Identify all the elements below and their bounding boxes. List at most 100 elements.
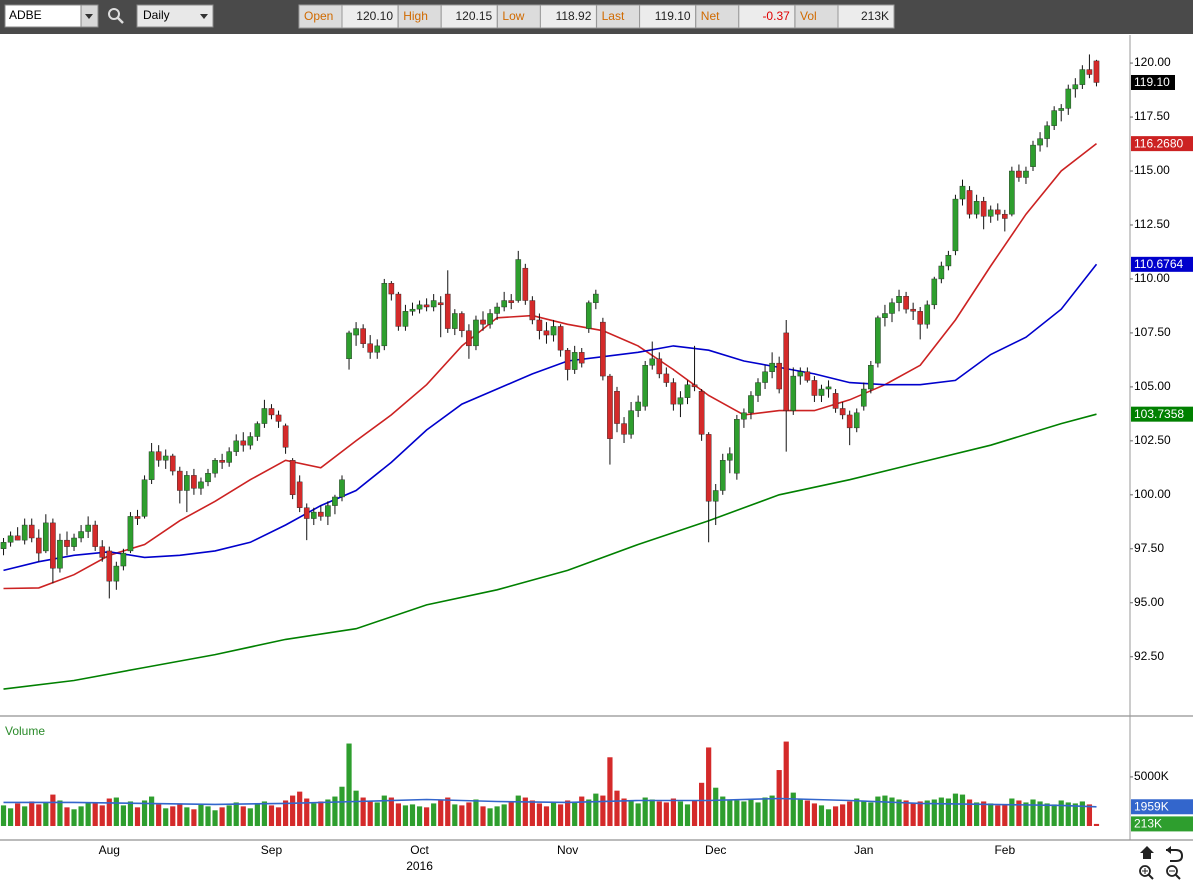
- candle-body: [205, 473, 211, 483]
- volume-bar: [832, 806, 839, 826]
- end-label-box: [1131, 816, 1193, 832]
- candle-body: [416, 304, 423, 310]
- candle-body: [621, 423, 627, 435]
- candle-body: [783, 332, 790, 411]
- x-tick-label: Aug: [99, 843, 120, 857]
- volume-bar: [261, 801, 268, 826]
- candle-body: [825, 386, 832, 390]
- candle-body: [191, 475, 197, 489]
- volume-label: Volume: [5, 724, 45, 738]
- quote-strip: Open 120.10 High 120.15 Low 118.92 Last 119.10 N…: [298, 4, 895, 29]
- candle-body: [910, 308, 916, 312]
- candle-body: [423, 304, 430, 308]
- candle-body: [134, 516, 141, 519]
- volume-bar: [459, 805, 465, 826]
- candle-body: [106, 550, 113, 582]
- y-tick-label: 115.00: [1134, 163, 1170, 177]
- candle-body: [1072, 84, 1079, 90]
- y-tick-label: 95.00: [1134, 595, 1164, 609]
- volume-bar: [1093, 823, 1100, 826]
- volume-bar: [318, 801, 324, 826]
- volume-bar: [247, 808, 253, 826]
- candle-body: [882, 313, 888, 318]
- dropdown-arrow: [200, 14, 208, 19]
- volume-bar: [346, 743, 352, 826]
- volume-bar: [818, 805, 825, 826]
- candle-body: [452, 313, 458, 329]
- moving-average-line: [3, 413, 1097, 690]
- volume-bar: [663, 802, 669, 826]
- volume-bar: [15, 803, 21, 826]
- candle-body: [811, 380, 818, 396]
- quote-value: 120.15: [455, 9, 492, 23]
- candle-body: [868, 365, 874, 390]
- undo-button[interactable]: [1166, 846, 1184, 862]
- volume-bar: [797, 799, 803, 826]
- volume-bar: [219, 807, 225, 826]
- zoom-in-button[interactable]: [1139, 865, 1154, 880]
- period-select[interactable]: [136, 4, 214, 28]
- search-icon[interactable]: [108, 8, 124, 24]
- volume-bar: [71, 809, 77, 826]
- candle-body: [353, 328, 359, 336]
- volume-bar: [395, 803, 401, 826]
- candle-body: [43, 522, 49, 552]
- candle-body: [395, 293, 402, 327]
- volume-bar: [212, 810, 218, 826]
- candle-body: [113, 565, 120, 582]
- candle-body: [656, 358, 663, 375]
- volume-bar: [917, 801, 923, 826]
- volume-bar: [840, 804, 846, 826]
- candle-body: [1093, 60, 1100, 83]
- chart-area: [0, 35, 1193, 840]
- candle-body: [712, 490, 719, 502]
- volume-bar: [896, 799, 902, 826]
- candle-body: [832, 393, 839, 409]
- candle-body: [0, 542, 7, 549]
- volume-bar: [565, 800, 571, 826]
- volume-bar: [416, 806, 423, 826]
- quote-value: -0.37: [762, 9, 790, 23]
- candle-body: [473, 319, 479, 347]
- candle-body: [776, 362, 782, 390]
- volume-bar: [783, 741, 789, 826]
- x-year-label: 2016: [406, 859, 433, 873]
- end-label: 116.2680: [1134, 136, 1183, 150]
- volume-bar: [1072, 803, 1078, 826]
- candle-body: [303, 507, 310, 519]
- volume-bar: [938, 797, 944, 826]
- candle-body: [846, 414, 853, 429]
- volume-bar: [106, 798, 112, 826]
- volume-bar: [388, 797, 394, 826]
- y-tick-label: 92.50: [1134, 649, 1164, 663]
- zoom-out-button[interactable]: [1166, 865, 1181, 880]
- candle-body: [571, 352, 578, 370]
- candle-body: [233, 440, 240, 452]
- candle-body: [550, 326, 557, 336]
- volume-bar: [339, 786, 345, 826]
- volume-bar: [480, 806, 486, 826]
- volume-bar: [473, 799, 479, 826]
- volume-bar: [706, 747, 712, 826]
- y-tick-label: 117.50: [1134, 109, 1170, 123]
- volume-bar: [1023, 802, 1029, 826]
- volume-bar: [7, 808, 14, 826]
- candle-body: [903, 296, 909, 310]
- volume-bar: [85, 802, 91, 826]
- quote-value: 118.92: [556, 9, 592, 23]
- volume-bar: [572, 802, 578, 826]
- quote-label: High: [403, 9, 428, 23]
- x-tick-label: Feb: [994, 843, 1015, 857]
- candle-body: [734, 419, 740, 474]
- volume-bar: [790, 792, 796, 826]
- volume-bar: [402, 805, 409, 826]
- home-button[interactable]: [1140, 846, 1154, 859]
- volume-bar: [882, 795, 888, 826]
- candle-body: [917, 311, 923, 325]
- candle-body: [127, 516, 134, 552]
- candle-body: [508, 300, 515, 303]
- end-label-box: [1131, 256, 1193, 272]
- candle-body: [614, 390, 620, 424]
- candle-body: [741, 412, 747, 420]
